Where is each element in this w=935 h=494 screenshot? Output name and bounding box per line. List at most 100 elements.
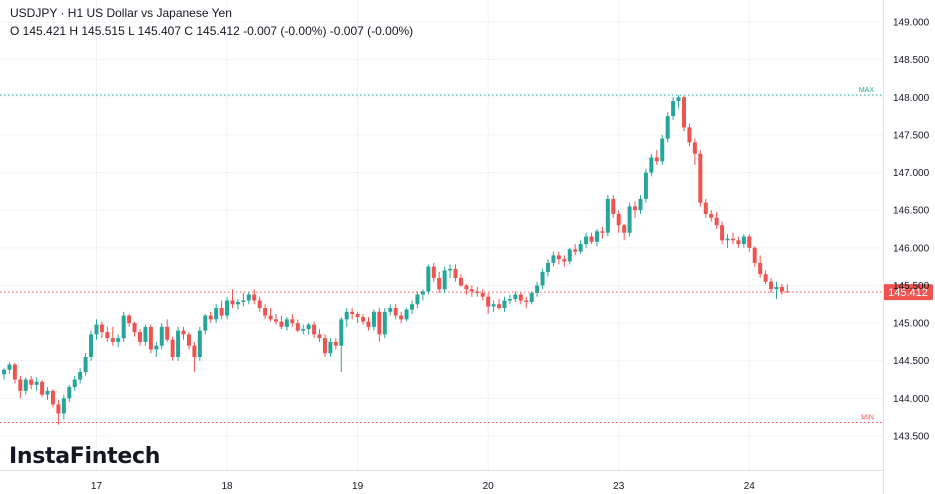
candle-body bbox=[263, 308, 268, 316]
candle-body bbox=[127, 315, 132, 324]
candle bbox=[388, 304, 393, 316]
last-price-badge bbox=[883, 284, 933, 301]
candle bbox=[154, 341, 159, 357]
candle bbox=[687, 123, 692, 147]
candle bbox=[132, 321, 137, 337]
candle-body bbox=[497, 304, 502, 309]
candle bbox=[600, 226, 605, 239]
candle-body bbox=[774, 286, 779, 290]
candle-body bbox=[268, 315, 273, 320]
candle-body bbox=[616, 213, 621, 226]
candle bbox=[393, 304, 398, 320]
candle bbox=[410, 300, 414, 315]
candle-body bbox=[361, 317, 366, 322]
y-tick-label: 143.500 bbox=[893, 432, 930, 443]
candle bbox=[725, 234, 730, 248]
candle-body bbox=[295, 323, 300, 331]
candle-body bbox=[518, 294, 523, 301]
y-tick-label: 145.500 bbox=[893, 281, 930, 292]
candle-body bbox=[154, 345, 159, 350]
candle-body bbox=[779, 286, 784, 292]
candle-body bbox=[132, 323, 137, 333]
candle bbox=[148, 324, 153, 354]
candle bbox=[61, 394, 66, 420]
candle-body bbox=[491, 304, 496, 307]
candle-body bbox=[344, 311, 349, 320]
candle bbox=[774, 281, 779, 300]
candle bbox=[121, 311, 126, 342]
candle-body bbox=[676, 97, 681, 102]
candle bbox=[263, 304, 268, 320]
candle-body bbox=[306, 324, 311, 330]
candle-body bbox=[72, 379, 77, 388]
candle bbox=[692, 138, 697, 166]
candle-body bbox=[186, 334, 191, 346]
candle-body bbox=[181, 330, 186, 335]
candle-body bbox=[758, 262, 763, 275]
candle-body bbox=[785, 291, 790, 293]
candle bbox=[404, 308, 409, 322]
candle-body bbox=[284, 319, 289, 327]
candle bbox=[785, 284, 790, 293]
candle-body bbox=[219, 308, 224, 316]
candle bbox=[127, 314, 132, 327]
candle-body bbox=[350, 311, 355, 315]
last-price-label: 145.412 bbox=[888, 287, 928, 299]
candle-body bbox=[45, 390, 50, 395]
candle bbox=[556, 251, 561, 265]
candle-body bbox=[410, 304, 414, 310]
candle bbox=[181, 326, 186, 340]
candle bbox=[45, 387, 50, 400]
candle-body bbox=[682, 97, 686, 128]
candle bbox=[355, 311, 360, 324]
candle bbox=[290, 314, 295, 327]
candle bbox=[361, 314, 366, 325]
candle bbox=[301, 324, 306, 335]
y-tick-label: 148.500 bbox=[893, 55, 930, 66]
candle-body bbox=[34, 381, 39, 385]
candle-body bbox=[540, 271, 545, 286]
candle bbox=[382, 308, 387, 339]
candle bbox=[2, 368, 6, 380]
candle bbox=[453, 264, 458, 282]
candle-body bbox=[763, 274, 768, 282]
x-tick-label: 20 bbox=[483, 481, 495, 492]
candle bbox=[322, 334, 327, 357]
x-tick-label: 24 bbox=[744, 481, 756, 492]
candle bbox=[535, 281, 540, 297]
candle bbox=[192, 341, 197, 373]
candle-body bbox=[725, 238, 730, 241]
candle-body bbox=[99, 324, 104, 333]
candle bbox=[344, 308, 349, 327]
candle bbox=[546, 259, 550, 277]
candle bbox=[94, 319, 99, 340]
candle-body bbox=[600, 231, 605, 233]
candle bbox=[709, 210, 714, 222]
candle-body bbox=[170, 339, 175, 357]
candle-body bbox=[225, 300, 230, 316]
candle bbox=[34, 377, 39, 391]
candle bbox=[219, 300, 224, 320]
candle bbox=[99, 321, 104, 339]
candle-body bbox=[643, 172, 648, 199]
candle bbox=[584, 232, 589, 248]
candle bbox=[284, 317, 289, 331]
candle-body bbox=[584, 236, 589, 245]
candle-body bbox=[143, 326, 148, 342]
candle-body bbox=[507, 299, 512, 301]
candle-body bbox=[355, 314, 360, 318]
candle bbox=[529, 291, 534, 305]
candle bbox=[442, 266, 447, 293]
candle bbox=[83, 353, 88, 376]
candle bbox=[197, 326, 202, 361]
candle-body bbox=[627, 206, 632, 233]
candle-body bbox=[89, 334, 94, 357]
candle bbox=[371, 309, 376, 331]
candle bbox=[562, 255, 567, 267]
candle bbox=[779, 283, 784, 295]
candle-body bbox=[138, 332, 142, 342]
candle-body bbox=[654, 157, 659, 162]
max-level-label: MAX bbox=[859, 87, 875, 94]
